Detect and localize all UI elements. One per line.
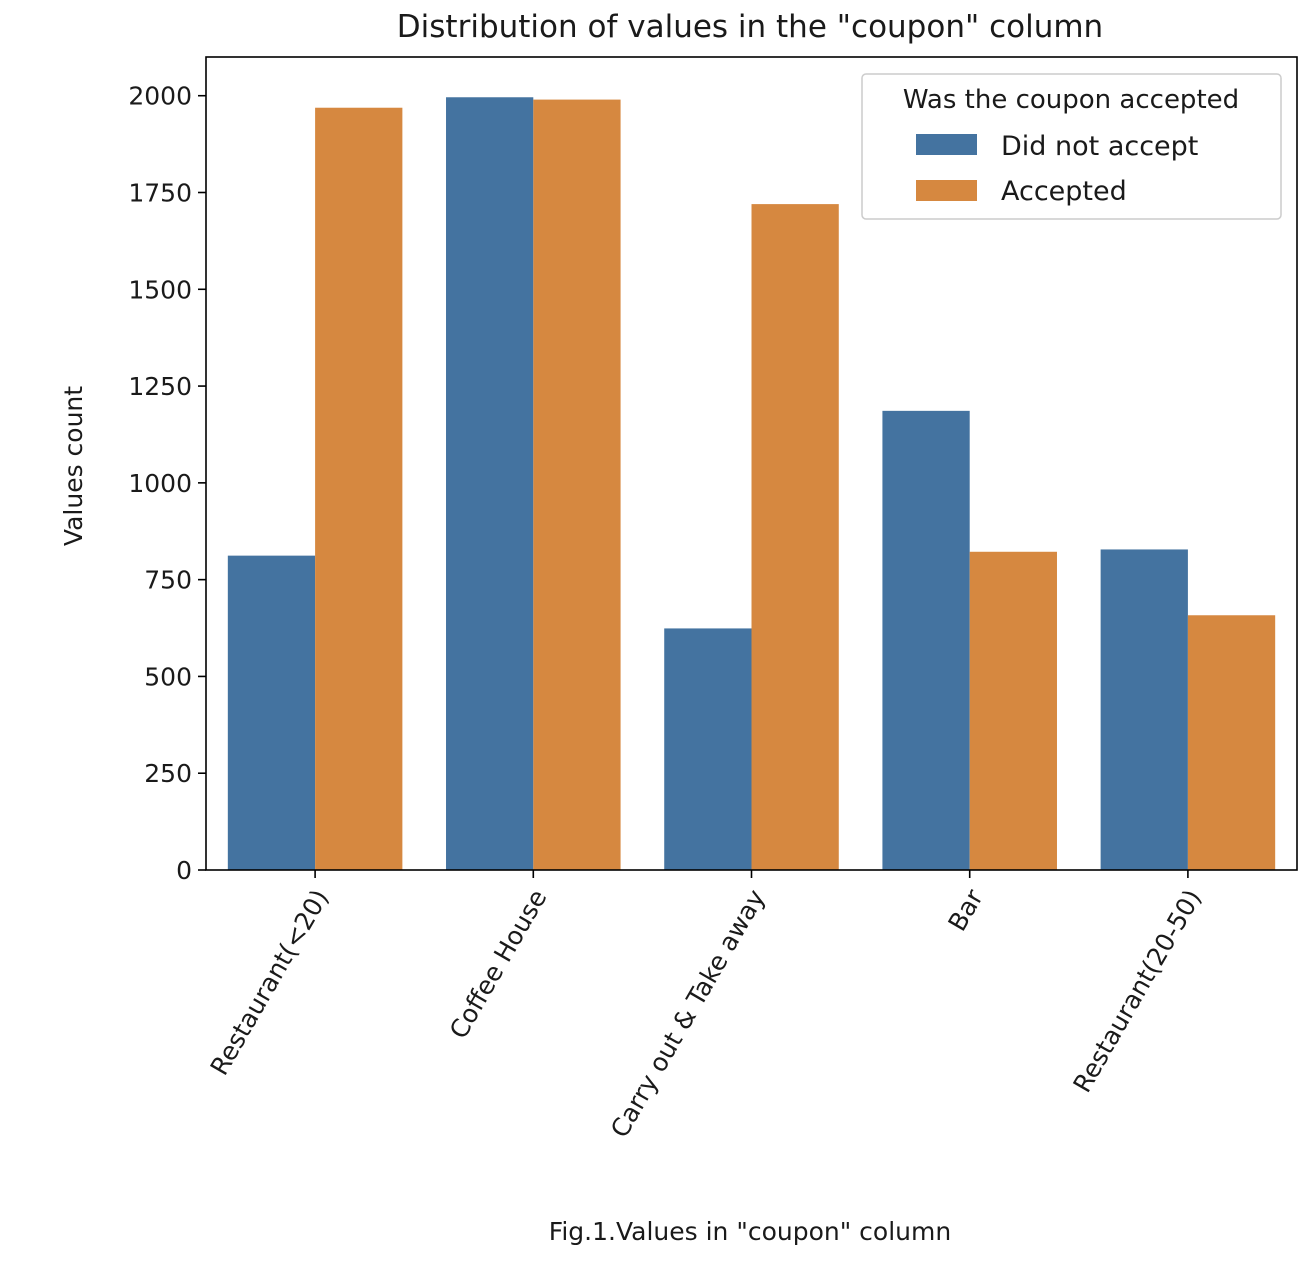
bar-carry-out-take-away-accepted	[751, 204, 839, 871]
x-tick-label: Restaurant(20-50)	[1067, 885, 1207, 1098]
x-tick-label: Carry out & Take away	[605, 884, 771, 1142]
y-axis-label: Values count	[59, 386, 88, 546]
legend: Was the coupon accepted Did not accept A…	[861, 73, 1282, 220]
bar-bar-did-not-accept	[882, 410, 970, 870]
y-tick-label: 750	[144, 566, 192, 595]
x-tick-label: Coffee House	[444, 885, 553, 1044]
y-tick-label: 1000	[128, 469, 192, 498]
legend-label-did-not-accept: Did not accept	[1001, 131, 1198, 162]
y-tick-label: 500	[144, 662, 192, 691]
chart-title: Distribution of values in the "coupon" c…	[397, 9, 1103, 45]
y-tick-label: 0	[176, 856, 192, 885]
legend-label-accepted: Accepted	[1001, 176, 1127, 207]
bar-restaurant-20-did-not-accept	[227, 555, 316, 870]
y-tick-label: 1250	[128, 372, 192, 401]
bar-restaurant-20-50-accepted	[1187, 615, 1276, 870]
bar-restaurant-20-50-did-not-accept	[1100, 549, 1188, 870]
x-tick-label: Bar	[942, 884, 989, 936]
bar-carry-out-take-away-did-not-accept	[664, 628, 752, 870]
y-tick-label: 250	[144, 759, 192, 788]
legend-title: Was the coupon accepted	[903, 85, 1239, 115]
bar-coffee-house-did-not-accept	[446, 97, 534, 870]
bar-bar-accepted	[969, 551, 1057, 870]
bar-restaurant-20-accepted	[315, 107, 403, 871]
x-tick-label: Restaurant(<20)	[205, 885, 335, 1081]
y-tick-label: 1500	[128, 275, 192, 304]
bar-coffee-house-accepted	[533, 99, 621, 871]
plot-frame	[205, 56, 1298, 871]
y-tick-label: 1750	[128, 179, 192, 208]
y-tick-label: 2000	[128, 82, 192, 111]
x-axis-label: Fig.1.Values in "coupon" column	[549, 1217, 951, 1246]
legend-swatch-accepted	[916, 180, 977, 201]
legend-swatch-did-not-accept	[916, 134, 977, 155]
